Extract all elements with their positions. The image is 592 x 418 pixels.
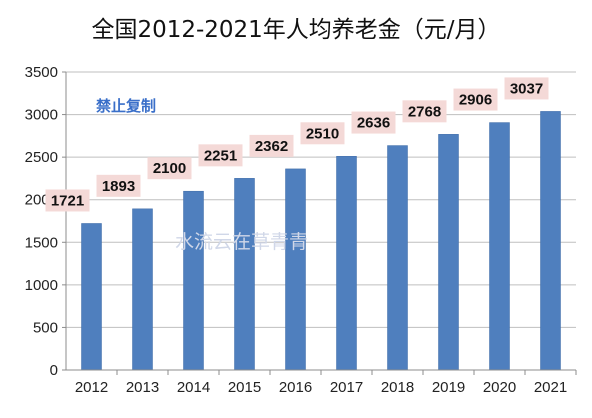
x-tick-label: 2021 — [534, 379, 567, 396]
y-tick-label: 3500 — [25, 64, 58, 81]
data-label-bg-2020 — [453, 88, 498, 111]
data-label-2020: 2906 — [459, 92, 492, 109]
y-tick-label: 1500 — [25, 234, 58, 251]
x-tick-label: 2016 — [279, 379, 312, 396]
data-label-bg-2016 — [249, 134, 294, 157]
data-label-bg-2015 — [198, 144, 243, 167]
y-tick-label: 3000 — [25, 107, 58, 124]
x-tick-label: 2012 — [75, 379, 108, 396]
bar-2012 — [81, 223, 102, 371]
x-tick-label: 2017 — [330, 379, 363, 396]
x-tick-label: 2014 — [177, 379, 210, 396]
data-label-2013: 1893 — [102, 178, 135, 195]
y-tick-label: 1000 — [25, 277, 58, 294]
data-label-2018: 2636 — [357, 115, 390, 132]
x-tick-label: 2018 — [381, 379, 414, 396]
data-label-2012: 1721 — [51, 192, 84, 209]
data-label-2019: 2768 — [408, 103, 441, 120]
data-labels: 1721 1893 2100 2251 2362 2510 2636 2768 2906 3037 — [45, 77, 549, 212]
data-label-bg-2017 — [300, 122, 345, 145]
no-copy-annotation: 禁止复制 — [96, 97, 156, 115]
chart-title: 全国2012-2021年人均养老金（元/月） — [91, 17, 500, 43]
y-tick-label: 500 — [33, 319, 58, 336]
data-label-bg-2018 — [351, 111, 396, 134]
x-tick-label: 2019 — [432, 379, 465, 396]
bar-2015 — [234, 178, 255, 371]
data-label-2016: 2362 — [255, 138, 288, 155]
bar-2013 — [132, 208, 153, 371]
bar-2019 — [438, 134, 459, 371]
bar-2017 — [336, 156, 357, 371]
bar-2018 — [387, 145, 408, 371]
x-tick-label: 2013 — [126, 379, 159, 396]
watermark-text: 水流云在草青青 — [175, 231, 308, 253]
data-label-bg-2014 — [147, 157, 192, 180]
y-tick-label: 0 — [50, 362, 58, 379]
data-label-2014: 2100 — [153, 160, 186, 177]
data-label-bg-2021 — [504, 77, 549, 100]
bar-2014 — [183, 190, 204, 371]
bar-2016 — [285, 168, 306, 371]
data-label-bg-2013 — [96, 174, 141, 197]
bar-2020 — [489, 122, 510, 371]
data-label-2017: 2510 — [306, 125, 339, 142]
y-tick-label: 2500 — [25, 149, 58, 166]
bars — [81, 111, 561, 371]
data-label-2021: 3037 — [510, 80, 543, 97]
x-tick-label: 2020 — [483, 379, 516, 396]
data-label-bg-2019 — [402, 100, 447, 123]
bar-2021 — [540, 111, 561, 371]
data-label-2015: 2251 — [204, 147, 237, 164]
data-label-bg-2012 — [45, 189, 90, 212]
x-tick-label: 2015 — [228, 379, 261, 396]
